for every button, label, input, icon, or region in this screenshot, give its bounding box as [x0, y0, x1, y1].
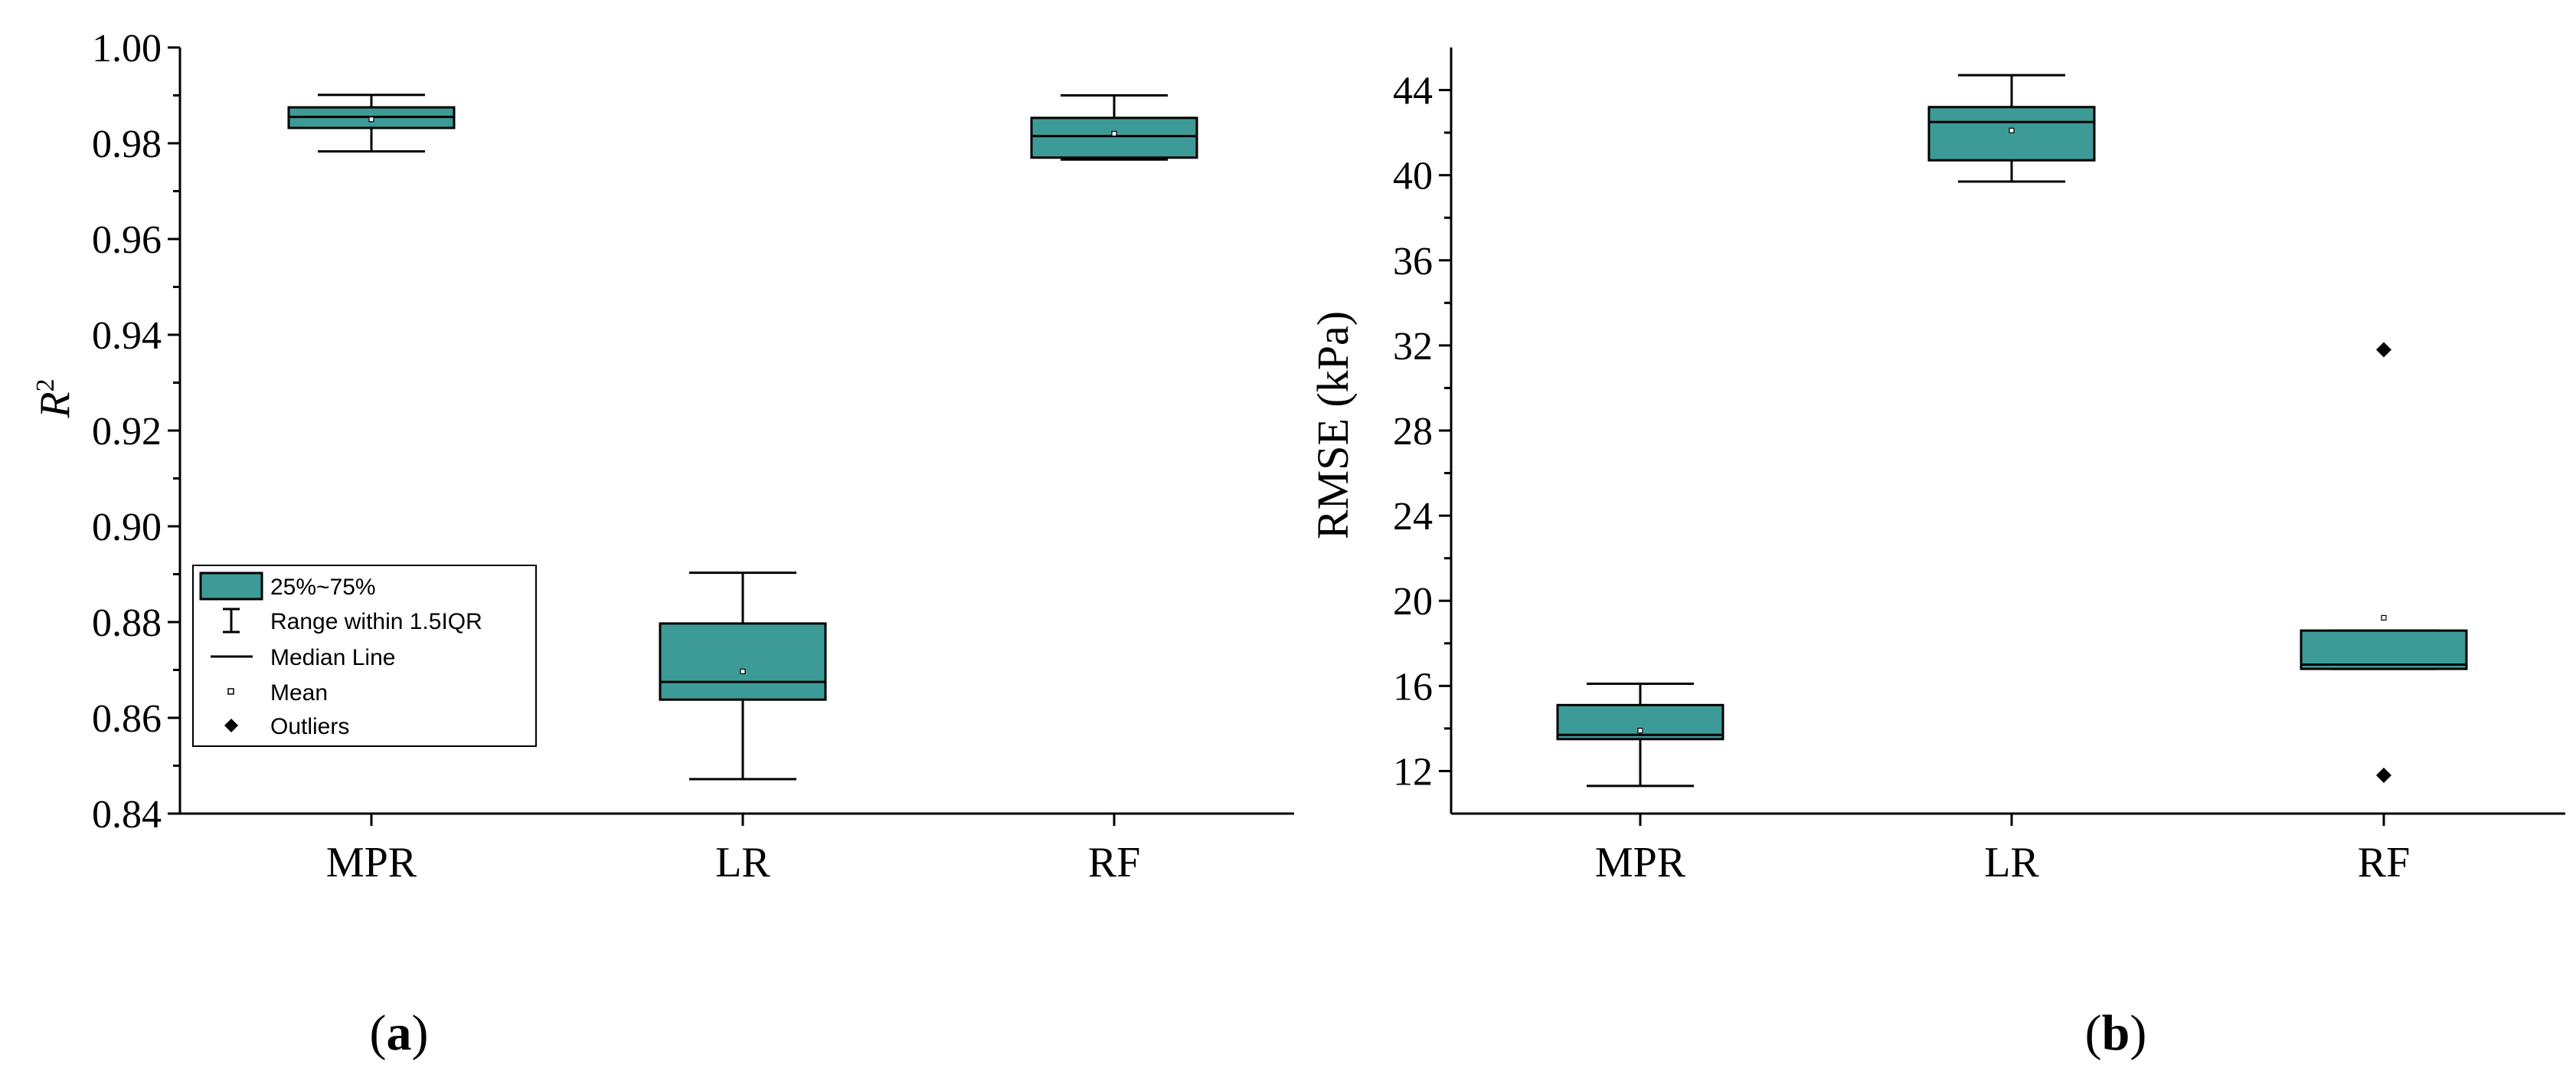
y-tick-label: 0.86	[92, 697, 162, 741]
iqr-box	[1927, 106, 2096, 162]
box-lr	[659, 572, 827, 781]
y-tick-label: 40	[1393, 155, 1433, 198]
legend-mean-symbol	[227, 688, 234, 695]
iqr-box	[659, 622, 827, 701]
y-tick-label: 20	[1393, 580, 1433, 624]
legend-label-median: Median Line	[270, 645, 395, 670]
legend-label-box: 25%~75%	[270, 575, 376, 600]
box-rf	[2300, 342, 2468, 783]
x-ticks: MPR LR RF	[1595, 814, 2410, 886]
panel-b-chart: 12 16 20 24 28 32 36 40 44 MPR LR RF RMSE (kPa) (b…	[1308, 47, 2565, 1061]
legend-outlier-symbol	[224, 719, 238, 732]
mean-marker	[368, 116, 374, 123]
y-tick-label: 28	[1393, 410, 1433, 454]
legend-label-whisker: Range within 1.5IQR	[270, 609, 482, 634]
y-tick-label: 0.96	[92, 218, 162, 262]
box-lr	[1927, 74, 2096, 183]
iqr-box	[1030, 116, 1198, 159]
panel-label-a: (a)	[370, 1005, 429, 1061]
y-tick-label: 0.94	[92, 314, 162, 358]
y-tick-label: 24	[1393, 495, 1433, 539]
box-mpr	[1556, 683, 1724, 788]
iqr-box	[2300, 629, 2468, 670]
y-tick-label: 0.98	[92, 123, 162, 166]
y-axis-title: RMSE (kPa)	[1308, 311, 1358, 539]
iqr-box	[1556, 703, 1724, 741]
legend-box-swatch	[199, 572, 263, 601]
y-axis-title: R2	[31, 378, 79, 418]
y-tick-label: 16	[1393, 665, 1433, 709]
y-tick-label: 0.84	[92, 793, 162, 837]
y-tick-label: 44	[1393, 70, 1433, 113]
legend-whisker-symbol	[223, 608, 240, 634]
outlier-marker	[2376, 342, 2391, 358]
mean-marker	[740, 668, 746, 674]
y-tick-label: 0.92	[92, 410, 162, 454]
outlier-marker	[2376, 768, 2391, 783]
box-mpr	[287, 93, 456, 153]
mean-marker	[2381, 614, 2387, 621]
x-tick-label: MPR	[1595, 839, 1686, 886]
boxes	[287, 93, 1198, 781]
box-rf	[1030, 94, 1198, 161]
x-tick-label: LR	[1984, 839, 2039, 886]
x-tick-label: RF	[2358, 839, 2411, 886]
mean-marker	[1111, 130, 1117, 137]
x-ticks: MPR LR RF	[326, 814, 1140, 886]
panel-label-b: (b)	[2085, 1005, 2147, 1061]
y-tick-label: 0.88	[92, 601, 162, 645]
boxes	[1556, 74, 2468, 788]
x-tick-label: MPR	[326, 839, 417, 886]
y-ticks: 12 16 20 24 28 32 36 40 44	[1393, 70, 1451, 794]
y-tick-label: 32	[1393, 325, 1433, 368]
y-tick-label: 12	[1393, 750, 1433, 794]
x-tick-label: LR	[715, 839, 770, 886]
mean-marker	[2009, 127, 2015, 133]
x-tick-label: RF	[1088, 839, 1141, 886]
legend-label-outlier: Outliers	[270, 714, 349, 739]
y-tick-label: 1.00	[92, 27, 162, 70]
panel-a-chart: 0.84 0.86 0.88 0.90 0.92 0.94 0.96 0.98 1.00 MPR…	[31, 27, 1294, 1061]
legend-label-mean: Mean	[270, 680, 328, 706]
legend: 25%~75% Range within 1.5IQR Median Line …	[192, 565, 537, 747]
y-tick-label: 36	[1393, 240, 1433, 283]
y-ticks: 0.84 0.86 0.88 0.90 0.92 0.94 0.96 0.98 1.00	[92, 27, 180, 837]
y-tick-label: 0.90	[92, 506, 162, 549]
mean-marker	[1637, 728, 1643, 734]
